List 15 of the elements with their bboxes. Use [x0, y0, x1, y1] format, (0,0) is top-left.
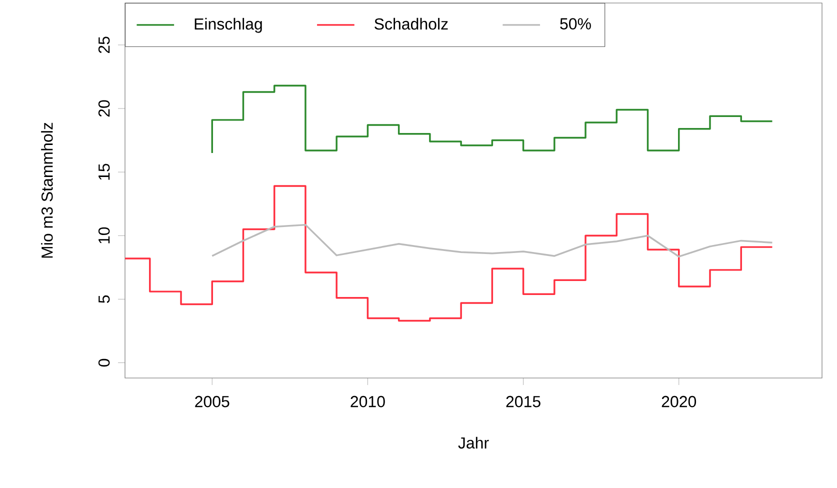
y-tick-label: 15: [98, 164, 110, 180]
legend-label: 50%: [560, 18, 591, 30]
y-tick-label: 25: [98, 36, 110, 54]
x-tick-label: 2010: [350, 396, 385, 408]
x-axis-title: Jahr: [458, 436, 489, 449]
y-tick-label: 20: [98, 100, 110, 117]
x-tick-label: 2020: [662, 396, 696, 408]
legend-label: Schadholz: [374, 18, 448, 30]
y-tick-label: 10: [98, 227, 110, 244]
x-tick-label: 2015: [506, 396, 540, 408]
y-tick-label: 0: [98, 358, 110, 367]
legend-label: Einschlag: [194, 18, 262, 33]
y-axis-title: Mio m3 Stammholz: [41, 122, 53, 258]
x-tick-label: 2005: [195, 396, 230, 408]
y-tick-label: 5: [98, 295, 110, 303]
